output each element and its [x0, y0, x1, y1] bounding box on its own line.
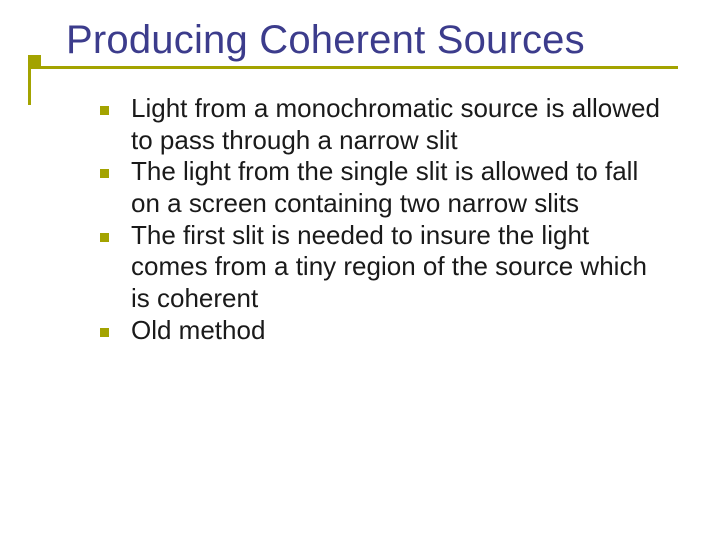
list-item: Old method — [100, 315, 672, 347]
title-underline — [28, 66, 678, 69]
list-item-text: Light from a monochromatic source is all… — [131, 93, 672, 156]
list-item-text: The light from the single slit is allowe… — [131, 156, 672, 219]
list-item-text: The first slit is needed to insure the l… — [131, 220, 672, 315]
list-item-text: Old method — [131, 315, 265, 347]
title-block: Producing Coherent Sources — [66, 18, 672, 63]
list-item: The first slit is needed to insure the l… — [100, 220, 672, 315]
square-bullet-icon — [100, 328, 109, 337]
slide: Producing Coherent Sources Light from a … — [0, 0, 720, 540]
square-bullet-icon — [100, 106, 109, 115]
slide-title: Producing Coherent Sources — [66, 18, 672, 63]
square-bullet-icon — [100, 233, 109, 242]
slide-body: Light from a monochromatic source is all… — [66, 93, 672, 347]
list-item: The light from the single slit is allowe… — [100, 156, 672, 219]
square-bullet-icon — [100, 169, 109, 178]
list-item: Light from a monochromatic source is all… — [100, 93, 672, 156]
